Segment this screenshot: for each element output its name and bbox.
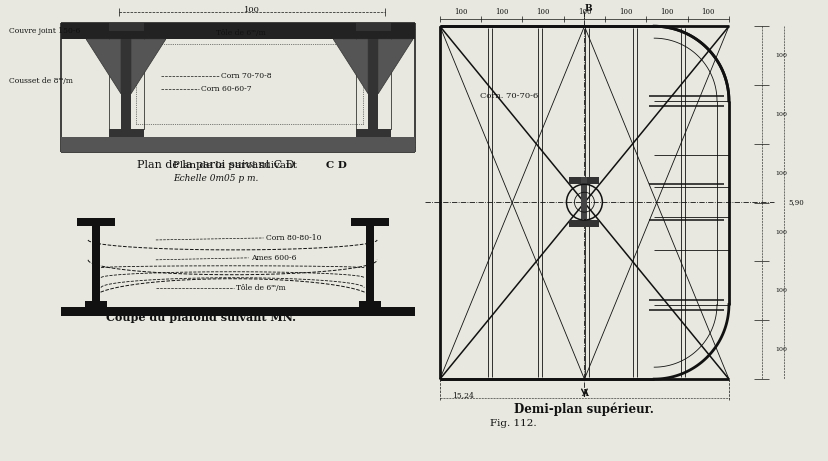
Text: 5,90: 5,90 xyxy=(787,198,803,206)
Bar xyxy=(121,39,131,129)
Text: B: B xyxy=(584,4,591,13)
Bar xyxy=(356,23,391,31)
Text: 15,24: 15,24 xyxy=(451,391,473,399)
Text: 100: 100 xyxy=(577,8,590,16)
Bar xyxy=(61,307,415,317)
Polygon shape xyxy=(378,39,412,94)
Text: Plan de la paroi suivant C D: Plan de la paroi suivant C D xyxy=(137,160,294,171)
Text: Tôle de 6ᵐ/m: Tôle de 6ᵐ/m xyxy=(235,284,285,292)
Text: Plan de la paroi suivant: Plan de la paroi suivant xyxy=(172,161,300,170)
Text: 100: 100 xyxy=(775,347,787,352)
Text: Ames 600-6: Ames 600-6 xyxy=(250,254,296,262)
Bar xyxy=(61,23,415,39)
Bar xyxy=(77,218,115,226)
Text: 100: 100 xyxy=(775,112,787,117)
Bar xyxy=(366,226,373,301)
Text: 100: 100 xyxy=(775,230,787,235)
Text: 100: 100 xyxy=(775,53,787,58)
Text: Corn 80-80-10: Corn 80-80-10 xyxy=(265,234,320,242)
Bar xyxy=(61,136,415,153)
Bar xyxy=(109,23,144,31)
Text: Cousset de 8ᵐ/m: Cousset de 8ᵐ/m xyxy=(9,77,73,85)
Text: 100: 100 xyxy=(453,8,467,16)
Text: Tôle de 6ᵐ/m: Tôle de 6ᵐ/m xyxy=(215,29,265,37)
Bar xyxy=(356,23,391,129)
Text: Fig. 112.: Fig. 112. xyxy=(489,420,536,428)
Text: Corn 60-60-7: Corn 60-60-7 xyxy=(200,85,251,93)
Bar xyxy=(580,177,587,219)
Text: 100: 100 xyxy=(775,289,787,293)
Text: Couvre joint 150-6: Couvre joint 150-6 xyxy=(9,27,80,35)
Bar xyxy=(92,226,100,301)
Text: 100: 100 xyxy=(243,6,259,14)
Bar xyxy=(109,129,144,136)
Bar xyxy=(356,129,391,136)
Text: Corn 70-70-8: Corn 70-70-8 xyxy=(220,72,271,80)
Bar xyxy=(85,301,107,307)
Text: A: A xyxy=(580,389,587,397)
Text: 100: 100 xyxy=(494,8,508,16)
Polygon shape xyxy=(86,39,121,94)
Bar xyxy=(368,39,378,129)
Text: 100: 100 xyxy=(619,8,632,16)
Text: Demi-plan supérieur.: Demi-plan supérieur. xyxy=(514,402,653,416)
Bar xyxy=(359,301,381,307)
Text: 100: 100 xyxy=(659,8,673,16)
Text: C D: C D xyxy=(326,161,347,170)
Text: Coupe du plafond suivant MN.: Coupe du plafond suivant MN. xyxy=(106,312,296,323)
Bar xyxy=(569,220,599,227)
Bar xyxy=(351,218,388,226)
Text: Corn. 70-70-6: Corn. 70-70-6 xyxy=(479,92,537,100)
Text: 100: 100 xyxy=(536,8,549,16)
Text: Echelle 0m05 p m.: Echelle 0m05 p m. xyxy=(173,174,258,183)
Polygon shape xyxy=(333,39,368,94)
Text: 100: 100 xyxy=(700,8,715,16)
Bar xyxy=(569,177,599,184)
Bar xyxy=(109,23,144,129)
Text: 100: 100 xyxy=(775,171,787,176)
Polygon shape xyxy=(131,39,166,94)
